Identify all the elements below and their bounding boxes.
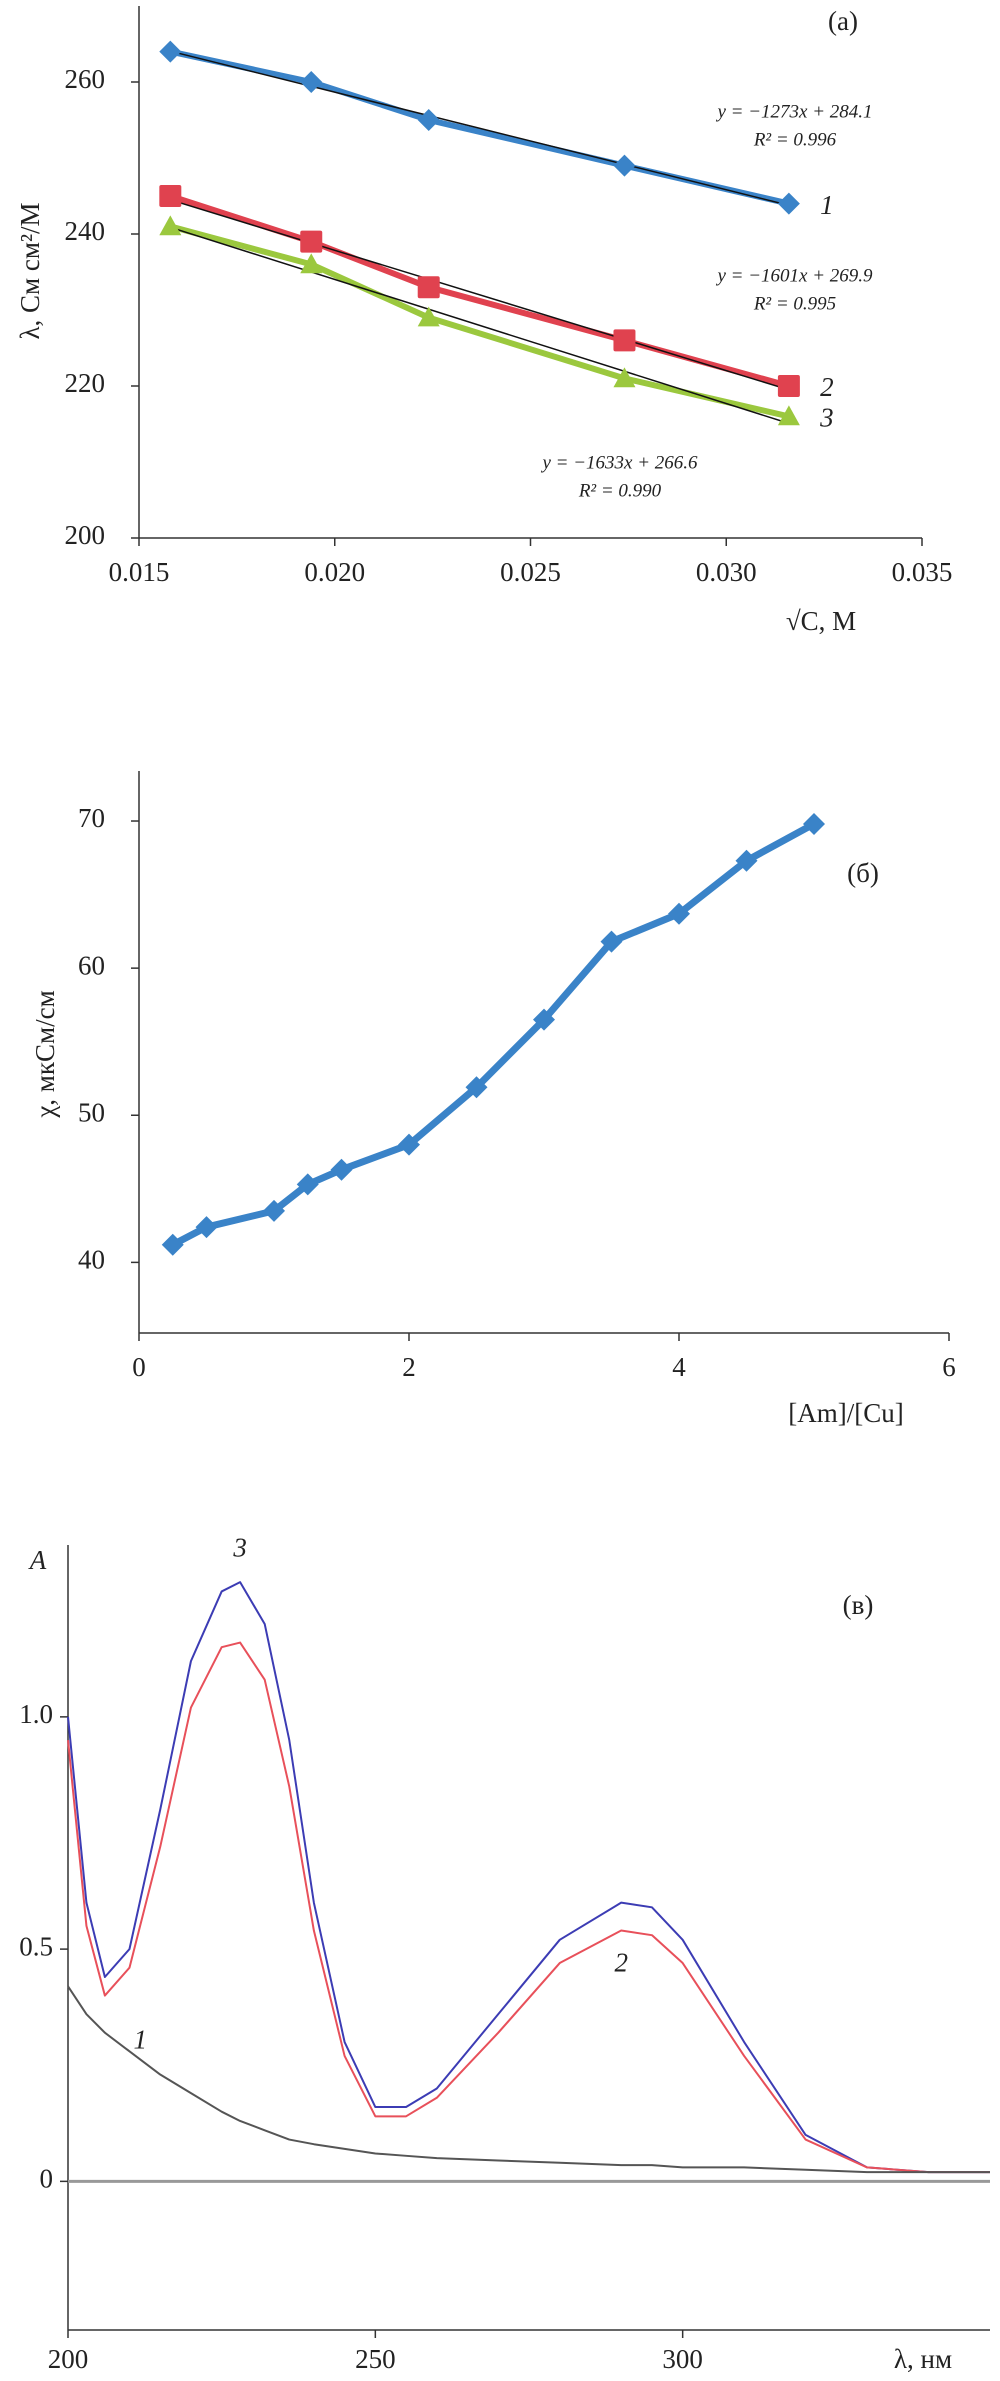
series-line [67, 1581, 990, 2174]
trend-line [170, 226, 790, 425]
panel-label: (в) [843, 1590, 874, 1620]
marker [330, 1158, 353, 1181]
marker [159, 40, 182, 63]
marker [465, 1076, 488, 1099]
series-label: 3 [819, 403, 834, 433]
y-tick-label: 200 [65, 520, 106, 550]
y-tick-label: 220 [65, 368, 106, 398]
marker [613, 329, 636, 352]
series-label: 3 [232, 1532, 247, 1562]
marker [533, 1008, 555, 1031]
marker [159, 215, 182, 236]
x-tick-label: 0.030 [696, 557, 757, 587]
y-tick-label: 60 [78, 950, 105, 980]
series-line [67, 1641, 990, 2174]
x-tick-label: 0 [132, 1352, 146, 1382]
x-tick-label: 0.015 [109, 557, 170, 587]
marker [600, 930, 623, 953]
marker [263, 1199, 285, 1222]
marker [195, 1216, 218, 1239]
x-axis-label: [Am]/[Cu] [788, 1398, 903, 1428]
x-axis-label: λ, нм [894, 2344, 952, 2374]
x-tick-label: 250 [355, 2344, 396, 2374]
series-line [171, 820, 816, 1248]
y-axis-label: χ, мкСм/см [30, 990, 60, 1118]
x-tick-label: 4 [672, 1352, 686, 1382]
panel-label: (б) [847, 858, 879, 888]
x-tick-label: 0.025 [500, 557, 561, 587]
marker [300, 71, 323, 93]
marker [613, 367, 636, 388]
series-line [67, 1985, 990, 2174]
series-line [169, 223, 790, 420]
trend-line [170, 50, 790, 207]
annotation: y = −1633x + 266.6 [540, 452, 698, 473]
annotation: R² = 0.990 [578, 480, 662, 501]
marker [668, 902, 690, 925]
marker [398, 1133, 420, 1156]
x-tick-label: 300 [662, 2344, 703, 2374]
marker [803, 812, 825, 835]
marker [417, 306, 440, 327]
y-axis-label: λ, См см²/М [15, 202, 45, 339]
series-label: 1 [133, 2025, 147, 2055]
marker [161, 1233, 184, 1256]
chart: (а) λ, См см²/М √C, М 0.015 0.020 0.025 0.030 0… [15, 6, 952, 636]
annotation: R² = 0.996 [753, 129, 837, 150]
marker [777, 375, 800, 397]
series-label: 2 [614, 1948, 628, 1978]
x-axis-label: √C, М [786, 606, 856, 636]
x-tick-label: 6 [942, 1352, 956, 1382]
y-tick-label: 50 [78, 1097, 105, 1127]
marker [777, 192, 800, 215]
x-tick-label: 200 [48, 2344, 89, 2374]
series-label: 2 [820, 372, 834, 402]
y-tick-label: 1.0 [19, 1699, 53, 1729]
annotation: R² = 0.995 [753, 293, 836, 314]
marker [300, 230, 323, 253]
y-tick-label: 0 [40, 2164, 54, 2194]
marker [417, 276, 440, 299]
x-tick-label: 0.020 [304, 557, 365, 587]
x-tick-label: 0.035 [892, 557, 953, 587]
marker [613, 154, 636, 177]
y-axis-label: A [28, 1545, 47, 1575]
marker [159, 185, 182, 207]
annotation: y = −1273x + 284.1 [715, 101, 872, 122]
trend-line [170, 199, 790, 391]
series-line [169, 193, 790, 389]
marker [296, 1173, 319, 1196]
y-tick-label: 40 [78, 1245, 105, 1275]
chart: (в) Aλ, нм 200 250 300 0 0.5 1.0 3 2 1 [19, 1532, 990, 2374]
marker [300, 253, 323, 274]
y-tick-label: 260 [65, 64, 106, 94]
marker [777, 405, 800, 426]
y-tick-label: 240 [65, 216, 106, 246]
y-tick-label: 0.5 [19, 1931, 53, 1961]
marker [735, 849, 758, 872]
annotation: y = −1601x + 269.9 [715, 265, 873, 286]
y-tick-label: 70 [78, 803, 105, 833]
panel-label: (а) [828, 6, 858, 36]
marker [417, 109, 440, 131]
x-tick-label: 2 [402, 1352, 416, 1382]
series-label: 1 [820, 190, 834, 220]
chart: (б) χ, мкСм/см [Am]/[Cu] 0 2 4 6 40 50 60 70 [30, 771, 956, 1428]
